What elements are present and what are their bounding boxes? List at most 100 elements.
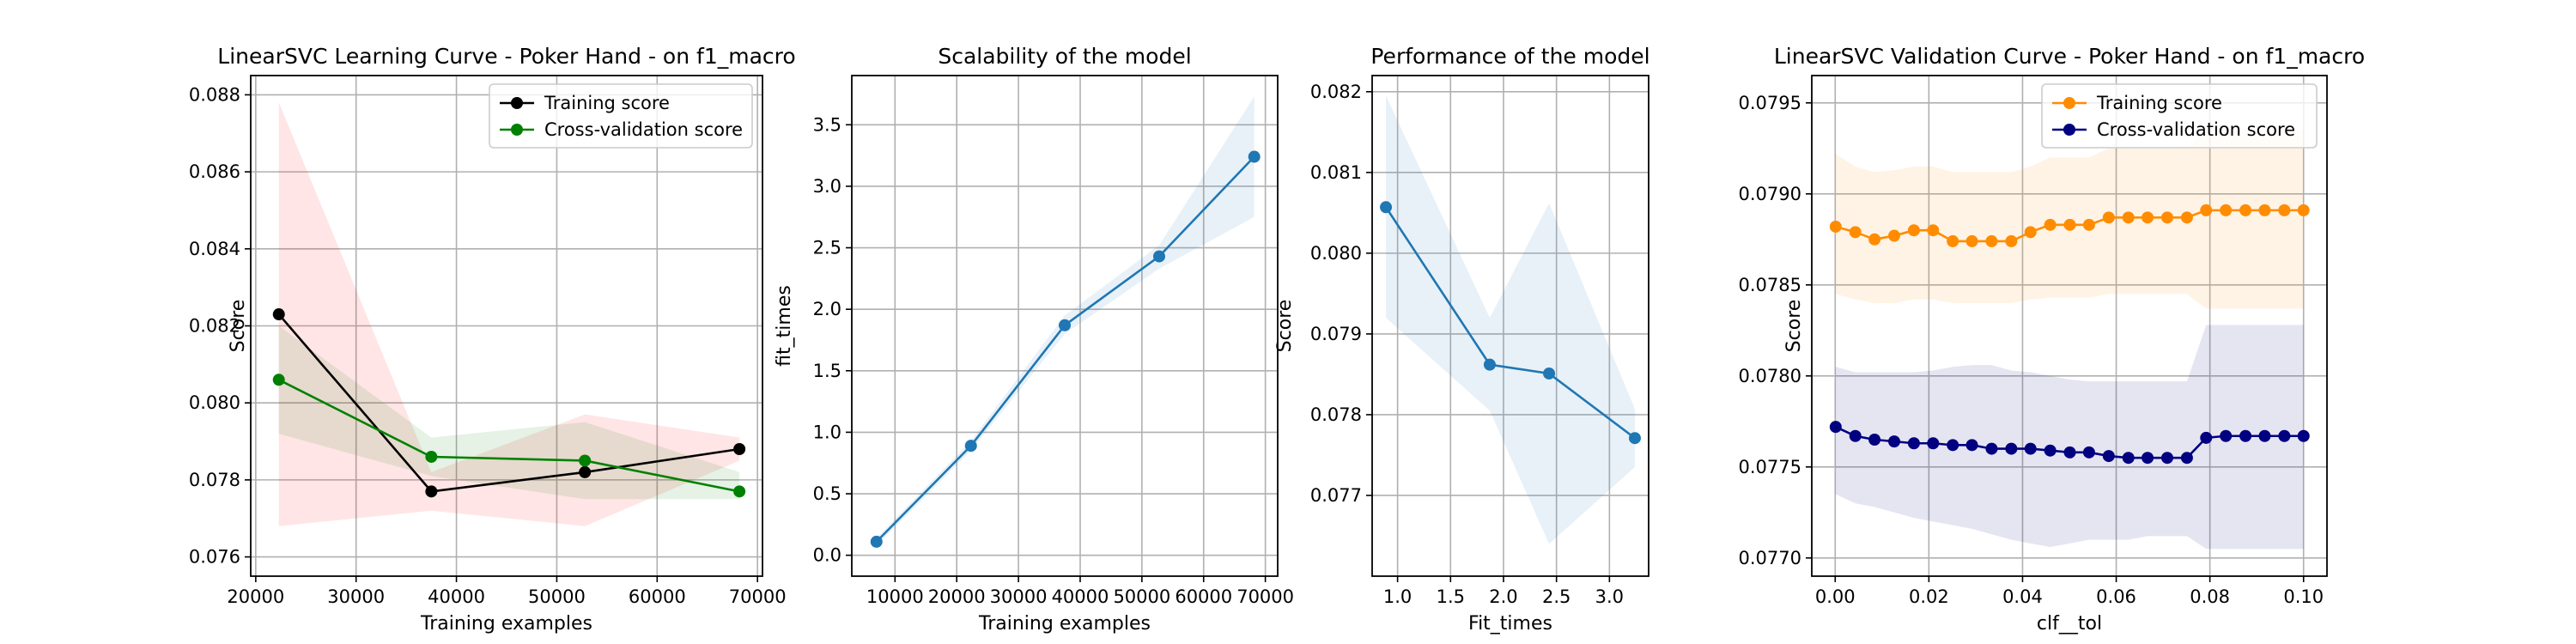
x-tick-label: 0.00 [1815, 586, 1856, 607]
series-1-point [2142, 211, 2154, 224]
series-1-point [2220, 204, 2233, 216]
series-2-point [2161, 452, 2173, 465]
chart-4: 0.00 0.02 0.04 0.06 0.08 0.10 0.0770 0.0775 0.07… [1739, 44, 2366, 635]
plot-area [1380, 95, 1641, 544]
series-2-point [272, 374, 285, 386]
y-tick-label: 0.0785 [1739, 275, 1801, 295]
legend-swatch-marker [2063, 124, 2075, 136]
series-1-point [1927, 224, 1940, 237]
plot-area [1829, 130, 2310, 550]
series-1-line [1384, 206, 1636, 440]
legend: Training score Cross-validation score [2041, 83, 2318, 149]
gridlines [1812, 76, 2327, 576]
x-tick-label: 60000 [629, 586, 686, 607]
series-2-point [1888, 435, 1900, 448]
legend-label: Cross-validation score [544, 119, 743, 140]
y-tick-label: 1.5 [813, 361, 841, 381]
x-tick-label: 3.0 [1595, 586, 1624, 607]
x-tick-label: 1.5 [1437, 586, 1465, 607]
y-tick-label: 0.0790 [1739, 184, 1801, 204]
x-axis-label: clf__tol [2037, 613, 2102, 635]
series-2-point [425, 450, 438, 463]
chart-title: LinearSVC Validation Curve - Poker Hand … [1774, 44, 2365, 69]
legend-swatch-marker [511, 97, 523, 109]
chart-title: Performance of the model [1370, 44, 1649, 69]
series-2-band [1835, 325, 2304, 550]
series-2-point [2258, 429, 2271, 442]
series-2-point [2239, 429, 2252, 442]
series-1-point [1888, 229, 1900, 242]
series-1-point [870, 535, 883, 548]
chart-1: 20000 30000 40000 50000 60000 70000 0.076 0.078… [189, 44, 796, 635]
series-1-point [2180, 211, 2193, 224]
series-1-point [1985, 234, 1998, 247]
series-2-point [1907, 437, 1920, 450]
series-1-point [1152, 250, 1165, 263]
legend-frame [2041, 83, 2318, 149]
series-2-point [2180, 452, 2193, 465]
series-1-line [277, 313, 740, 493]
y-tick-label: 0.0770 [1739, 548, 1801, 568]
series-2-point [733, 485, 746, 498]
y-tick-label: 0.078 [189, 470, 240, 490]
x-tick-label: 0.04 [2002, 586, 2043, 607]
x-tick-label: 2.0 [1489, 586, 1517, 607]
x-axis-label: Training examples [978, 613, 1151, 635]
y-axis-label: Score [1274, 300, 1296, 353]
series-2-point [1829, 421, 1842, 434]
chart-title: LinearSVC Learning Curve - Poker Hand - … [217, 44, 795, 69]
y-tick-label: 0.088 [189, 84, 240, 105]
x-tick-label: 0.10 [2283, 586, 2324, 607]
series-1-point [2161, 211, 2173, 224]
y-tick-label: 2.0 [813, 299, 841, 319]
series-1-point [579, 465, 592, 478]
chart-2: 10000 20000 30000 40000 50000 60000 70000 0.0 0.… [774, 44, 1294, 635]
series-1-point [1947, 234, 1959, 247]
series-2-point [2142, 452, 2154, 465]
x-tick-label: 2.5 [1542, 586, 1571, 607]
legend: Training score Cross-validation score [489, 83, 753, 149]
x-axis-label: Training examples [420, 613, 592, 635]
x-tick-label: 50000 [528, 586, 586, 607]
y-axis-label: Score [228, 300, 249, 353]
y-tick-label: 0.080 [189, 392, 240, 413]
series-2-point [2082, 446, 2095, 459]
x-tick-label: 40000 [1052, 586, 1109, 607]
y-tick-label: 3.5 [813, 114, 841, 135]
y-tick-label: 0.0 [813, 545, 841, 566]
chart-title: Scalability of the model [938, 44, 1191, 69]
series-1-point [2082, 218, 2095, 231]
series-2-point [2220, 429, 2233, 442]
y-tick-label: 0.086 [189, 161, 240, 182]
y-tick-label: 0.076 [189, 547, 240, 568]
series-2-point [2297, 429, 2310, 442]
series-1-point [1059, 319, 1071, 331]
series-1-point [2258, 204, 2271, 216]
series-1-point [2122, 211, 2135, 224]
series-2-point [1947, 439, 1959, 452]
x-tick-label: 1.0 [1383, 586, 1412, 607]
y-axis-label: Score [1783, 300, 1805, 353]
series-2-point [2044, 444, 2057, 457]
series-1-point [2063, 218, 2076, 231]
y-axis-label: fit_times [774, 285, 795, 367]
y-tick-label: 2.5 [813, 238, 841, 258]
series-2-point [2102, 450, 2115, 463]
axes-frame [1371, 75, 1649, 577]
y-tick-label: 0.0775 [1739, 457, 1801, 477]
x-tick-label: 70000 [1236, 586, 1294, 607]
series-1-band [1386, 95, 1635, 544]
series-2-point [1965, 439, 1978, 452]
y-tick-label: 0.082 [1310, 82, 1362, 102]
x-tick-label: 30000 [327, 586, 385, 607]
series-1-point [272, 308, 285, 321]
series-1-point [1248, 150, 1261, 163]
series-2-point [1927, 437, 1940, 450]
series-1-point [2102, 211, 2115, 224]
series-1-point [2005, 234, 2018, 247]
series-2-point [1868, 434, 1881, 446]
x-tick-label: 50000 [1113, 586, 1170, 607]
series-2-band [278, 325, 740, 500]
x-tick-label: 60000 [1175, 586, 1232, 607]
